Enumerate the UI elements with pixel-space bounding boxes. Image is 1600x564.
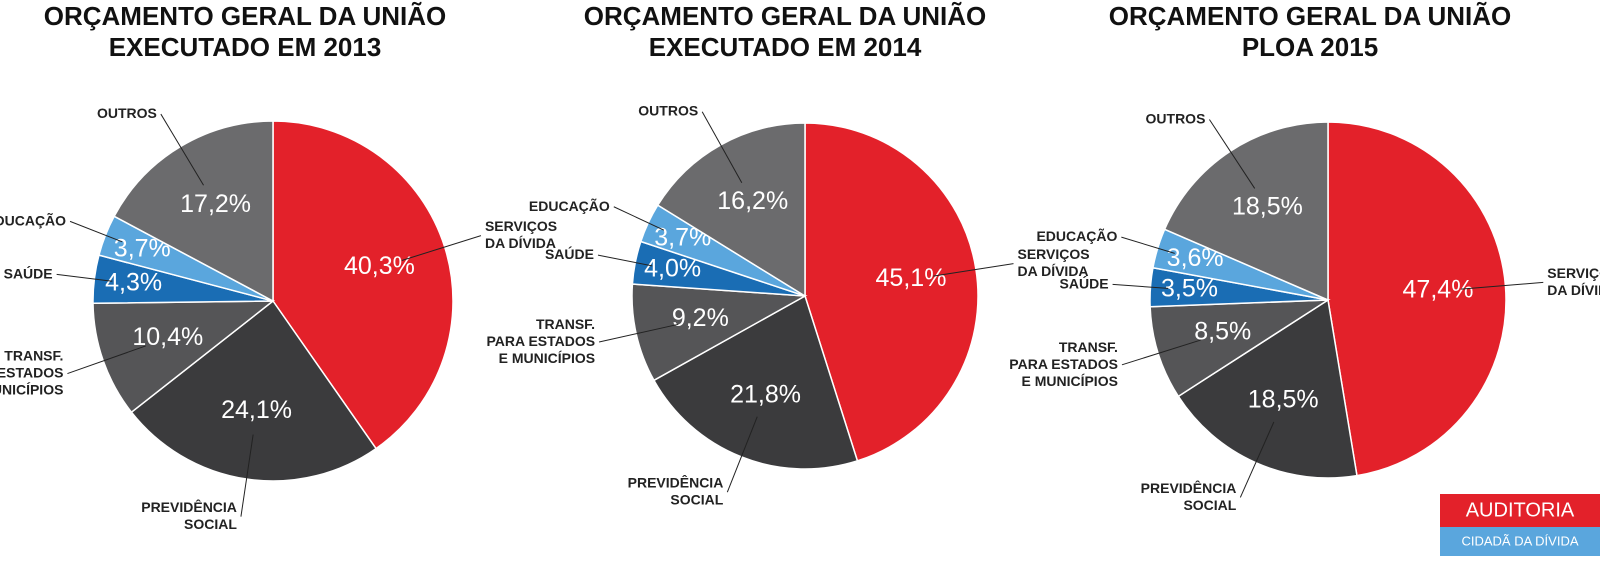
category-label: OUTROS [1146,110,1206,126]
leader-line [1461,281,1544,290]
category-line: EDUCAÇÃO [529,196,610,213]
category-line: TRANSF. [4,347,63,363]
category-line: OUTROS [638,102,698,118]
leader-line [67,345,146,375]
category-line: PARA ESTADOS [1009,356,1118,372]
value-label: 9,2% [672,304,729,332]
leader-line [933,263,1014,277]
category-line: DA DÍVIDA [485,235,556,251]
category-line: SERVIÇOS [1018,246,1090,262]
chart-title: ORÇAMENTO GERAL DA UNIÃO [584,1,987,31]
category-line: SOCIAL [184,516,237,532]
chart-title: ORÇAMENTO GERAL DA UNIÃO [44,1,447,31]
value-label: 45,1% [876,264,947,292]
category-line: OUTROS [1146,110,1206,126]
category-line: PARA ESTADOS [0,364,63,380]
chart-title: ORÇAMENTO GERAL DA UNIÃO [1109,1,1512,31]
logo-text: CIDADÃ DA DÍVIDA [1461,533,1578,548]
category-line: SAÚDE [4,264,53,281]
leader-line [613,206,665,231]
leader-line [598,323,679,343]
leader-line [160,113,204,186]
category-label: SAÚDE [545,245,594,262]
leader-line [401,235,482,261]
category-label: PREVIDÊNCIA SOCIAL [141,498,237,532]
category-line: PREVIDÊNCIA [141,498,237,515]
category-line: EDUCAÇÃO [1036,227,1117,244]
chart-title: EXECUTADO EM 2013 [109,32,382,62]
value-label: 18,5% [1248,385,1319,413]
category-line: DA DÍVIDA [1018,263,1089,279]
leader-line [1239,421,1275,498]
category-line: SOCIAL [1183,497,1236,513]
category-line: E MUNICÍPIOS [499,350,595,366]
logo-bg [1440,527,1600,556]
value-label: 4,0% [644,254,701,282]
category-label: PREVIDÊNCIA SOCIAL [628,473,724,507]
value-label: 17,2% [180,190,251,218]
value-label: 3,5% [1161,275,1218,303]
category-line: TRANSF. [1059,339,1118,355]
leader-line [1121,236,1175,254]
category-line: DA DÍVIDA [1547,282,1600,298]
category-label: SAÚDE [4,264,53,281]
value-label: 16,2% [717,187,788,215]
category-label: EDUCAÇÃO [0,211,66,228]
category-line: E MUNICÍPIOS [0,381,63,397]
category-label: EDUCAÇÃO [1036,227,1117,244]
category-line: E MUNICÍPIOS [1021,373,1117,389]
category-label: OUTROS [638,102,698,118]
chart-title: PLOA 2015 [1242,32,1378,62]
category-label: EDUCAÇÃO [529,196,610,213]
leader-line [1112,283,1169,289]
leader-line [1208,119,1256,189]
category-line: TRANSF. [536,316,595,332]
leader-line [240,434,254,517]
value-label: 4,3% [105,268,162,296]
leader-line [1121,339,1201,366]
category-line: PREVIDÊNCIA [628,473,724,490]
leader-line [69,220,123,243]
chart-title: EXECUTADO EM 2014 [649,32,922,62]
category-label: PREVIDÊNCIA SOCIAL [1141,479,1237,513]
value-label: 21,8% [730,380,801,408]
category-line: PREVIDÊNCIA [1141,479,1237,496]
category-label: SAÚDE [1060,274,1109,291]
leader-line [56,273,113,282]
value-label: 24,1% [221,396,292,424]
value-label: 40,3% [344,252,415,280]
category-line: PARA ESTADOS [486,333,595,349]
category-line: SOCIAL [670,491,723,507]
category-line: SAÚDE [1060,274,1109,291]
category-label: OUTROS [97,105,157,121]
category-line: SAÚDE [545,245,594,262]
category-line: SERVIÇOS [1547,265,1600,281]
value-label: 18,5% [1232,192,1303,220]
category-line: OUTROS [97,105,157,121]
leader-line [726,416,758,493]
leader-line [701,111,743,183]
category-line: EDUCAÇÃO [0,211,66,228]
logo-text: AUDITORIA [1466,499,1575,521]
value-label: 8,5% [1194,318,1251,346]
logo-bg [1440,494,1600,527]
category-line: SERVIÇOS [485,218,557,234]
leader-line [597,254,653,267]
value-label: 47,4% [1403,276,1474,304]
